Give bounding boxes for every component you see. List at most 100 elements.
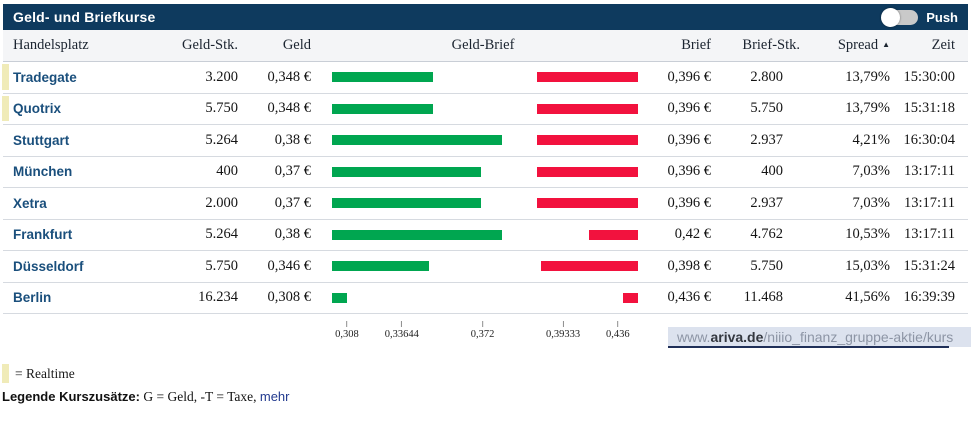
widget-title: Geld- und Briefkurse	[13, 9, 156, 25]
brief-stk-value: 400	[761, 163, 783, 180]
axis-tick-mark	[401, 321, 403, 327]
col-header-geld-brief[interactable]: Geld-Brief	[451, 37, 515, 53]
handelsplatz-link[interactable]: München	[13, 164, 73, 180]
bid-bar	[332, 261, 429, 272]
link-preview-underline	[668, 346, 949, 348]
brief-value: 0,396 €	[667, 68, 712, 85]
geld-brief-widget: Geld- und Briefkurse Push Handelsplatz G…	[2, 4, 968, 360]
ask-bar	[588, 229, 638, 240]
zeit-value: 16:30:04	[903, 131, 955, 148]
ask-bar	[536, 72, 638, 83]
brief-stk-value: 4.762	[750, 226, 783, 243]
ask-bar	[536, 166, 638, 177]
mehr-link[interactable]: mehr	[259, 389, 290, 404]
col-header-brief-stk[interactable]: Brief-Stk.	[742, 37, 800, 53]
geld-value: 0,37 €	[274, 194, 311, 211]
geld-brief-chart-cell	[311, 229, 655, 241]
bid-ask-track	[332, 197, 638, 209]
bid-ask-track	[332, 292, 638, 304]
brief-value: 0,396 €	[667, 131, 712, 148]
axis-tick-mark	[482, 321, 484, 327]
axis-tick-label: 0,39333	[545, 329, 581, 340]
spread-value: 7,03%	[852, 194, 890, 211]
axis-tick: 0,33644	[385, 321, 419, 340]
bid-ask-track	[332, 134, 638, 146]
axis-tick-label: 0,372	[470, 329, 495, 340]
bid-bar	[332, 72, 434, 83]
handelsplatz-link[interactable]: Tradegate	[13, 69, 77, 85]
col-header-zeit[interactable]: Zeit	[931, 37, 955, 53]
url-path: /niiio_finanz_gruppe-aktie/kurs	[763, 329, 954, 345]
bid-ask-track	[332, 166, 638, 178]
ask-bar	[536, 198, 638, 209]
zeit-value: 15:31:18	[903, 100, 955, 117]
axis-tick-mark	[617, 321, 619, 327]
ask-bar	[623, 292, 638, 303]
brief-stk-value: 5.750	[750, 100, 783, 117]
geld-stk-value: 16.234	[198, 289, 238, 306]
handelsplatz-link[interactable]: Stuttgart	[13, 132, 70, 148]
zeit-value: 13:17:11	[903, 163, 955, 180]
col-header-spread[interactable]: Spread ▲	[837, 37, 890, 53]
push-control: Push	[881, 7, 958, 27]
bid-ask-track	[332, 260, 638, 272]
zeit-value: 16:39:39	[903, 289, 955, 306]
geld-value: 0,348 €	[267, 100, 312, 117]
axis-tick-label: 0,308	[335, 329, 359, 340]
zeit-value: 15:30:00	[903, 68, 955, 85]
brief-value: 0,42 €	[674, 226, 711, 243]
brief-value: 0,436 €	[667, 289, 712, 306]
geld-brief-chart-cell	[311, 134, 655, 146]
spread-value: 13,79%	[845, 68, 890, 85]
bid-bar	[332, 166, 481, 177]
brief-stk-value: 2.800	[750, 68, 783, 85]
table-body: Tradegate 3.200 0,348 € 0,396 € 2.800 13,79% 1…	[2, 62, 968, 314]
table-header-row: Handelsplatz Geld-Stk. Geld Geld-Brief B…	[3, 30, 968, 62]
brief-value: 0,396 €	[667, 100, 712, 117]
axis-tick-mark	[562, 321, 564, 327]
geld-stk-value: 3.200	[205, 68, 238, 85]
kurszusaetze-label: Legende Kurszusätze:	[2, 389, 140, 404]
geld-stk-value: 5.264	[205, 226, 238, 243]
axis-tick: 0,372	[470, 321, 495, 340]
handelsplatz-link[interactable]: Xetra	[13, 195, 47, 211]
spread-value: 41,56%	[845, 289, 890, 306]
col-header-geld[interactable]: Geld	[282, 37, 311, 53]
axis-tick-label: 0,436	[605, 329, 630, 340]
handelsplatz-link[interactable]: Düsseldorf	[13, 258, 84, 274]
col-header-brief[interactable]: Brief	[681, 37, 711, 53]
axis-tick: 0,39333	[546, 321, 580, 340]
zeit-value: 15:31:24	[903, 257, 955, 274]
geld-brief-chart-cell	[311, 197, 655, 209]
brief-stk-value: 2.937	[750, 131, 783, 148]
handelsplatz-link[interactable]: Quotrix	[13, 101, 62, 117]
push-label: Push	[926, 9, 958, 25]
widget-titlebar: Geld- und Briefkurse Push	[3, 4, 968, 30]
table-row: Tradegate 3.200 0,348 € 0,396 € 2.800 13,79% 1…	[2, 62, 968, 94]
bid-bar	[332, 198, 481, 209]
geld-stk-value: 5.750	[205, 100, 238, 117]
kurszusaetze-legend: Legende Kurszusätze: G = Geld, -T = Taxe…	[2, 389, 290, 405]
table-row: München 400 0,37 € 0,396 € 400 7,03% 13:17:11	[3, 156, 968, 188]
table-row: Xetra 2.000 0,37 € 0,396 € 2.937 7,03% 13:17:1…	[3, 188, 968, 220]
geld-brief-chart-cell	[311, 166, 655, 178]
geld-stk-value: 2.000	[205, 194, 238, 211]
push-toggle[interactable]	[881, 7, 919, 27]
spread-value: 4,21%	[852, 131, 890, 148]
geld-value: 0,348 €	[267, 68, 312, 85]
chart-axis: 0,308 0,33644 0,372 0,39333 0,436	[332, 321, 638, 353]
handelsplatz-link[interactable]: Berlin	[13, 290, 52, 306]
zeit-value: 13:17:11	[903, 226, 955, 243]
col-header-geld-stk[interactable]: Geld-Stk.	[182, 37, 238, 53]
axis-tick: 0,308	[335, 321, 359, 340]
geld-brief-chart-cell	[311, 292, 655, 304]
spread-value: 15,03%	[845, 257, 890, 274]
col-header-handelsplatz[interactable]: Handelsplatz	[13, 37, 89, 53]
url-prefix: www.	[677, 329, 711, 345]
table-row: Berlin 16.234 0,308 € 0,436 € 11.468 41,56% 16…	[3, 282, 968, 314]
table-row: Düsseldorf 5.750 0,346 € 0,398 € 5.750 15,03%…	[3, 251, 968, 283]
handelsplatz-link[interactable]: Frankfurt	[13, 227, 73, 243]
bid-bar	[332, 103, 434, 114]
brief-stk-value: 2.937	[750, 194, 783, 211]
